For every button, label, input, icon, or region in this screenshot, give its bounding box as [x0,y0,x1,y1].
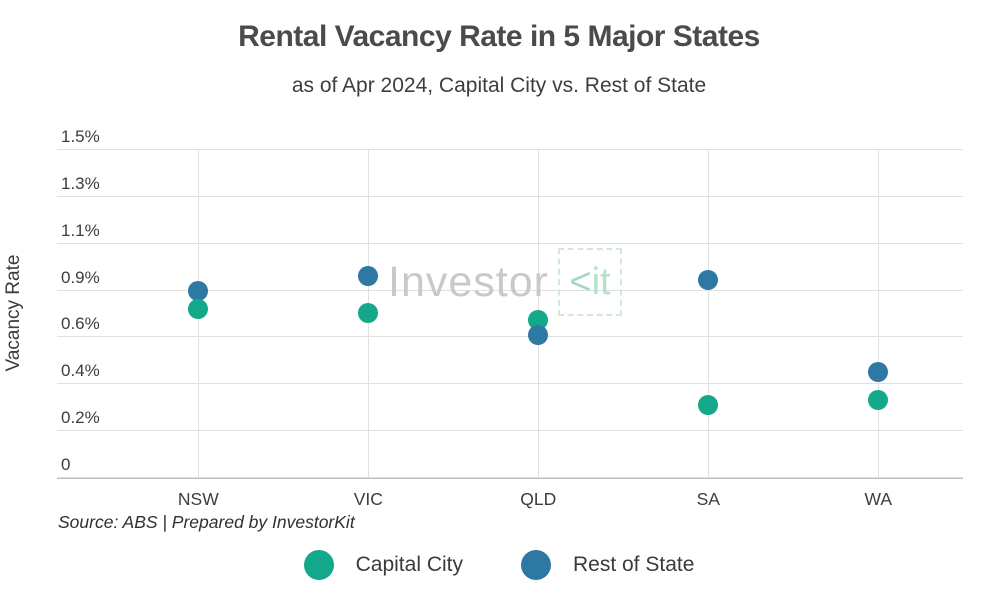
capital-city-marker-qld [528,309,549,330]
watermark-kit-box: < it [557,248,622,316]
y-tick-label: 1.5% [61,127,100,146]
legend-item-capital-city: Capital City [303,550,463,580]
capital-city-marker-vic [358,303,379,323]
x-tick-label-qld: QLD [520,489,557,509]
y-tick-label: 0.2% [61,408,100,428]
x-tick-label-vic: VIC [353,489,383,509]
legend: Capital City Rest of State [0,550,998,580]
chart-subtitle: as of Apr 2024, Capital City vs. Rest of… [291,74,707,97]
watermark-investor-text: Investor [388,257,549,306]
rest-of-state-marker-qld [528,324,549,345]
h-gridline [57,149,963,150]
y-tick-label: 1.3% [61,173,100,193]
v-gridline [708,149,710,477]
watermark-k-chevron-icon: < [569,260,592,303]
h-gridline [57,336,963,338]
legend-item-rest-of-state: Rest of State [520,550,695,580]
legend-label-rest-of-state: Rest of State [572,553,695,576]
rest-of-state-marker-wa [868,362,889,383]
capital-city-marker-sa [698,394,719,415]
x-tick-label-sa: SA [696,489,720,509]
h-gridline [57,383,963,385]
rest-of-state-marker-sa [698,270,719,291]
capital-city-marker-nsw [188,298,209,319]
y-tick-label: 0.4% [61,361,100,381]
y-tick-label: 0 [61,455,71,474]
h-gridline [57,195,963,197]
h-gridline [57,242,963,244]
h-gridline [57,289,963,291]
y-axis-title: Vacancy Rate [3,254,24,372]
v-gridline [878,149,880,477]
rest-of-state-swatch-icon [520,550,551,580]
x-tick-label-wa: WA [864,489,893,509]
chart-title: Rental Vacancy Rate in 5 Major States [238,20,760,53]
rest-of-state-marker-nsw [188,281,209,302]
rest-of-state-marker-vic [358,265,379,286]
capital-city-swatch-icon [303,550,334,580]
x-tick-label-nsw: NSW [177,489,219,509]
y-tick-label: 1.1% [61,220,100,240]
plot-area: Investor < it 1.5% 1.3% 1.1% 0.9% 0.6% 0.4% 0.2… [57,127,963,509]
legend-label-capital-city: Capital City [355,553,463,576]
watermark-it-text: it [591,260,611,303]
investorkit-watermark: Investor < it [388,248,622,316]
capital-city-marker-wa [868,390,889,411]
y-tick-label: 0.9% [61,267,100,287]
h-gridline [57,430,963,432]
h-gridline [57,477,963,478]
source-note: Source: ABS | Prepared by InvestorKit [58,512,355,532]
y-tick-label: 0.6% [61,314,100,334]
